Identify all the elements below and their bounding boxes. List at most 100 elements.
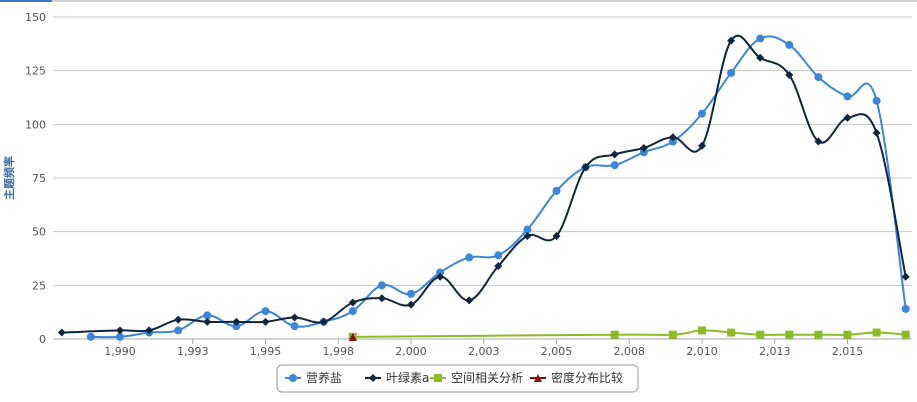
- data-point: [639, 143, 648, 152]
- series-3: [348, 326, 910, 341]
- data-point: [727, 68, 736, 77]
- series-4: [348, 332, 357, 341]
- data-point: [145, 326, 154, 335]
- data-point: [901, 330, 910, 339]
- data-point: [465, 253, 474, 262]
- data-point: [668, 133, 677, 142]
- data-point: [407, 300, 415, 309]
- data-point: [610, 330, 619, 339]
- data-point: [523, 225, 532, 234]
- legend-marker: [534, 374, 542, 382]
- data-point: [814, 330, 823, 339]
- x-axis-ticks: 1,990 1,993 1,995 1,998 2,000 2,003 2,005 2,008…: [104, 339, 863, 358]
- series-line: [90, 35, 907, 339]
- y-tick-label: 0: [39, 333, 46, 346]
- data-point: [727, 328, 736, 337]
- x-tick-label: 2,010: [686, 345, 718, 358]
- data-point: [901, 272, 910, 281]
- y-tick-label: 150: [25, 11, 46, 24]
- data-point: [552, 186, 561, 195]
- x-tick-label: 2,015: [832, 345, 864, 358]
- data-point: [261, 307, 270, 316]
- data-point: [610, 161, 619, 170]
- x-tick-label: 2,013: [759, 345, 791, 358]
- data-point: [116, 326, 124, 335]
- data-point: [756, 34, 765, 43]
- data-point: [203, 317, 212, 326]
- x-tick-label: 1,998: [323, 345, 355, 358]
- data-point: [290, 313, 299, 322]
- x-tick-label: 1,990: [104, 345, 136, 358]
- data-point: [698, 109, 706, 118]
- data-point: [203, 311, 212, 320]
- data-point: [698, 141, 706, 150]
- y-axis-title: 主题频率: [2, 156, 16, 200]
- series-layer: [57, 34, 910, 341]
- data-point: [57, 328, 66, 337]
- data-point: [174, 315, 183, 324]
- y-tick-label: 125: [25, 65, 46, 78]
- series-1: [86, 34, 910, 341]
- top-border: [0, 0, 917, 2]
- data-point: [785, 40, 794, 49]
- data-point: [174, 326, 183, 335]
- data-point: [727, 36, 736, 45]
- data-point: [436, 272, 445, 281]
- data-point: [348, 307, 357, 316]
- legend: 营养盐 叶绿素a 空间相关分析 密度分布比较: [276, 364, 639, 393]
- legend-label: 密度分布比较: [551, 370, 623, 385]
- x-tick-label: 2,003: [468, 345, 500, 358]
- legend-item[interactable]: 营养盐: [285, 370, 342, 385]
- data-point: [814, 137, 823, 146]
- data-point: [116, 332, 124, 341]
- data-point: [377, 281, 386, 290]
- data-point: [843, 113, 852, 122]
- data-point: [494, 251, 503, 260]
- data-point: [348, 332, 357, 341]
- data-point: [698, 326, 706, 335]
- data-point: [465, 296, 474, 305]
- legend-item[interactable]: 空间相关分析: [430, 371, 523, 385]
- data-point: [872, 328, 881, 337]
- x-tick-label: 1,993: [177, 345, 209, 358]
- data-point: [86, 332, 95, 341]
- legend-item[interactable]: 密度分布比较: [530, 370, 623, 385]
- data-point: [290, 322, 299, 331]
- x-tick-label: 2,005: [541, 345, 573, 358]
- data-point: [348, 298, 357, 307]
- series-line: [352, 329, 906, 338]
- data-point: [319, 317, 328, 326]
- data-point: [785, 70, 794, 79]
- data-point: [843, 330, 852, 339]
- data-point: [232, 322, 241, 331]
- data-point: [872, 128, 881, 137]
- data-point: [843, 92, 852, 101]
- y-tick-label: 25: [32, 279, 46, 292]
- data-point: [581, 163, 590, 172]
- legend-label: 空间相关分析: [451, 371, 523, 385]
- data-point: [552, 231, 561, 240]
- data-point: [668, 137, 677, 146]
- y-tick-label: 100: [25, 118, 46, 131]
- data-point: [668, 330, 677, 339]
- series-2: [57, 34, 910, 337]
- legend-item[interactable]: 叶绿素a: [365, 370, 429, 385]
- data-point: [872, 96, 881, 105]
- x-tick-label: 1,995: [250, 345, 282, 358]
- legend-marker: [369, 374, 377, 382]
- grid-lines: [53, 16, 912, 340]
- data-point: [261, 317, 270, 326]
- y-tick-label: 50: [32, 226, 46, 239]
- data-point: [901, 304, 910, 313]
- data-point: [756, 330, 765, 339]
- data-point: [232, 317, 241, 326]
- y-tick-label: 75: [32, 172, 46, 185]
- legend-label: 叶绿素a: [386, 370, 429, 385]
- legend-marker: [289, 374, 297, 382]
- data-point: [494, 262, 503, 271]
- data-point: [523, 231, 532, 240]
- data-point: [814, 73, 823, 82]
- data-point: [436, 268, 445, 277]
- data-point: [407, 289, 415, 298]
